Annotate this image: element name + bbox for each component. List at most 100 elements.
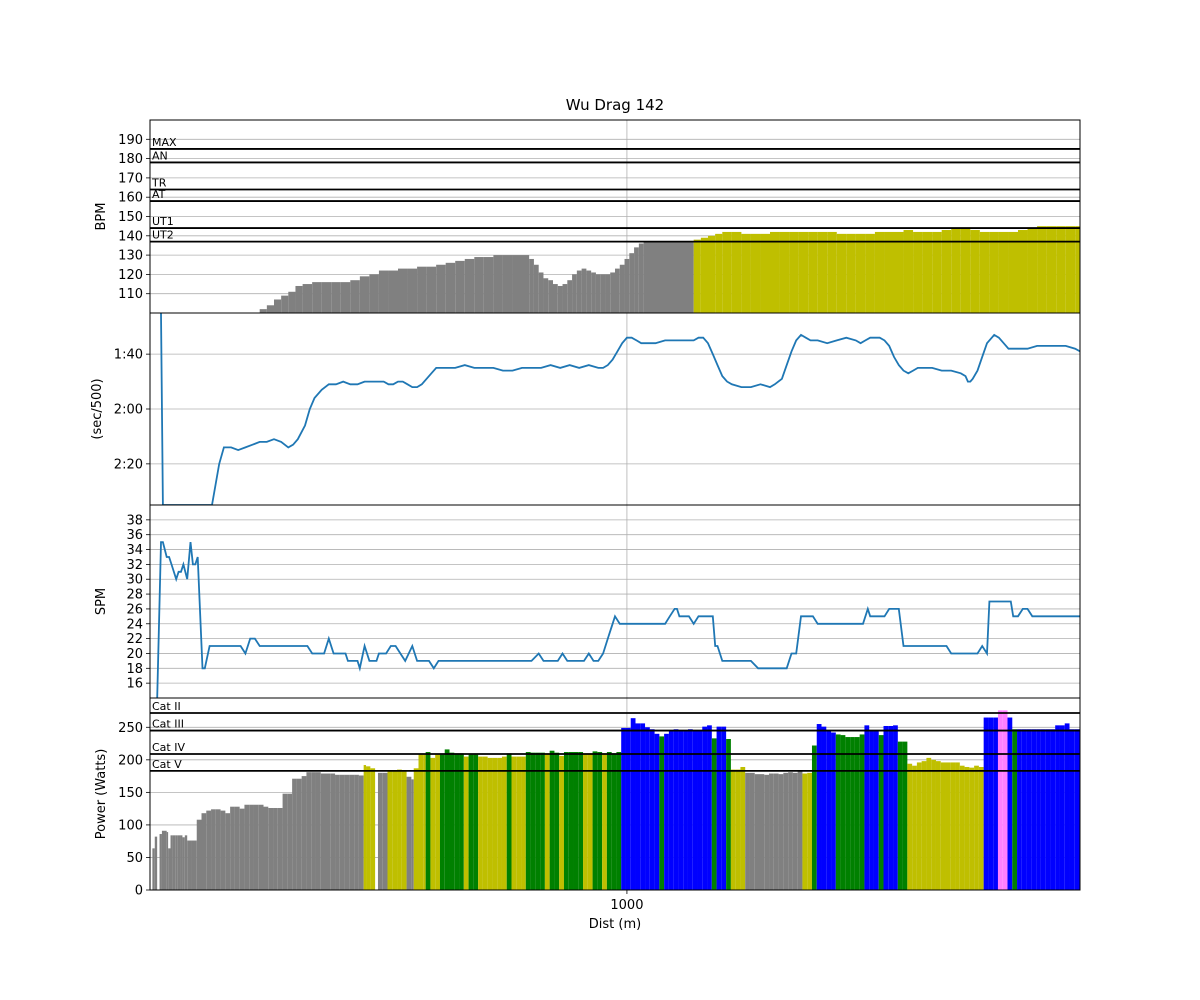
power-ytick-label: 100 bbox=[118, 818, 143, 833]
power-bar bbox=[273, 807, 278, 890]
power-bar bbox=[339, 774, 345, 890]
power-bar bbox=[175, 835, 178, 890]
power-bar bbox=[406, 776, 412, 890]
power-bar bbox=[177, 835, 181, 890]
spm-ytick-label: 20 bbox=[126, 647, 143, 662]
power-bar bbox=[945, 762, 951, 890]
power-bar bbox=[554, 752, 560, 890]
hr-bar bbox=[750, 233, 761, 313]
hr-bar bbox=[312, 282, 322, 313]
spm-plot-area bbox=[156, 541, 1080, 698]
hr-bar bbox=[1056, 226, 1066, 313]
power-bar bbox=[702, 726, 708, 890]
power-bar bbox=[616, 752, 622, 890]
hr-bar bbox=[619, 264, 625, 313]
hr-bar bbox=[572, 274, 577, 313]
spm-ytick-label: 22 bbox=[126, 632, 143, 647]
power-bar bbox=[418, 754, 424, 890]
power-bar bbox=[878, 735, 884, 890]
power-bar bbox=[931, 759, 936, 890]
hr-bar bbox=[770, 231, 780, 313]
spm-ytick-label: 16 bbox=[126, 677, 143, 692]
hr-bar bbox=[295, 285, 303, 313]
hr-bar bbox=[741, 233, 751, 313]
power-bar bbox=[501, 756, 507, 890]
power-bar bbox=[253, 804, 259, 890]
power-bar bbox=[287, 793, 293, 890]
chart-title: Wu Drag 142 bbox=[565, 96, 665, 114]
hr-bar bbox=[693, 239, 701, 313]
hr-ytick-label: 170 bbox=[118, 171, 143, 186]
hr-bar bbox=[274, 299, 282, 313]
hr-bar bbox=[1037, 226, 1047, 313]
hr-bar bbox=[502, 255, 513, 313]
power-bar bbox=[559, 755, 564, 890]
spm-ytick-label: 30 bbox=[126, 573, 143, 588]
power-bar bbox=[258, 804, 264, 890]
power-bar bbox=[845, 737, 851, 890]
power-bar bbox=[172, 835, 176, 890]
hr-bar bbox=[464, 258, 475, 313]
hr-plot-area bbox=[259, 226, 1080, 313]
hr-ytick-label: 180 bbox=[118, 152, 143, 167]
power-bar bbox=[869, 730, 874, 890]
power-bar bbox=[1059, 725, 1065, 890]
power-bar bbox=[225, 813, 231, 890]
power-bar bbox=[358, 775, 364, 890]
power-bar bbox=[423, 754, 426, 890]
power-bar bbox=[411, 779, 414, 890]
power-bar bbox=[1021, 729, 1027, 890]
hr-ytick-label: 140 bbox=[118, 229, 143, 244]
hr-bar bbox=[576, 270, 582, 313]
power-bar bbox=[282, 793, 288, 890]
power-bar bbox=[444, 749, 450, 890]
hr-bar bbox=[331, 282, 341, 313]
power-bar bbox=[459, 753, 464, 890]
power-bar bbox=[1026, 729, 1032, 890]
pace-plot-area bbox=[160, 313, 1080, 505]
hr-bar bbox=[827, 231, 837, 313]
power-bar bbox=[268, 807, 274, 890]
hr-ylabel: BPM bbox=[94, 203, 109, 231]
power-bar bbox=[196, 819, 202, 890]
power-bar bbox=[802, 773, 808, 890]
hr-bar bbox=[624, 258, 630, 313]
power-bar bbox=[1017, 729, 1022, 890]
power-bar bbox=[940, 762, 946, 890]
hr-bar bbox=[455, 260, 465, 313]
power-bar bbox=[912, 765, 917, 890]
power-bar bbox=[635, 723, 641, 890]
power-bar bbox=[330, 773, 336, 890]
power-bar bbox=[354, 774, 359, 890]
hr-ytick-label: 190 bbox=[118, 133, 143, 148]
hr-bar bbox=[266, 305, 274, 313]
power-bar bbox=[511, 756, 517, 890]
spm-frame bbox=[149, 504, 1081, 699]
hr-bar bbox=[922, 231, 933, 313]
hr-bar bbox=[483, 257, 494, 313]
hr-zone-label: AT bbox=[152, 188, 166, 201]
hr-bar bbox=[407, 268, 418, 313]
power-bar bbox=[592, 751, 598, 890]
power-bar bbox=[578, 752, 584, 890]
power-bar bbox=[759, 774, 765, 890]
pace-ytick-label: 2:20 bbox=[114, 457, 143, 472]
power-bar bbox=[497, 757, 502, 890]
hr-bar bbox=[388, 270, 398, 313]
hr-ytick-label: 160 bbox=[118, 191, 143, 206]
x-axis-label: Dist (m) bbox=[588, 917, 642, 932]
pace-ylabel: (sec/500) bbox=[90, 378, 105, 439]
power-bar bbox=[301, 776, 307, 890]
power-bar bbox=[664, 733, 669, 890]
power-bar bbox=[344, 774, 350, 890]
power-bar bbox=[816, 724, 822, 890]
hr-bar bbox=[634, 247, 639, 313]
power-bar bbox=[473, 754, 479, 890]
hr-bar bbox=[700, 237, 708, 313]
spm-ytick-label: 18 bbox=[126, 662, 143, 677]
hr-bar bbox=[533, 264, 539, 313]
power-ytick-label: 150 bbox=[118, 786, 143, 801]
hr-bar bbox=[281, 295, 289, 313]
power-bar bbox=[413, 768, 419, 890]
spm-ylabel: SPM bbox=[94, 588, 109, 615]
